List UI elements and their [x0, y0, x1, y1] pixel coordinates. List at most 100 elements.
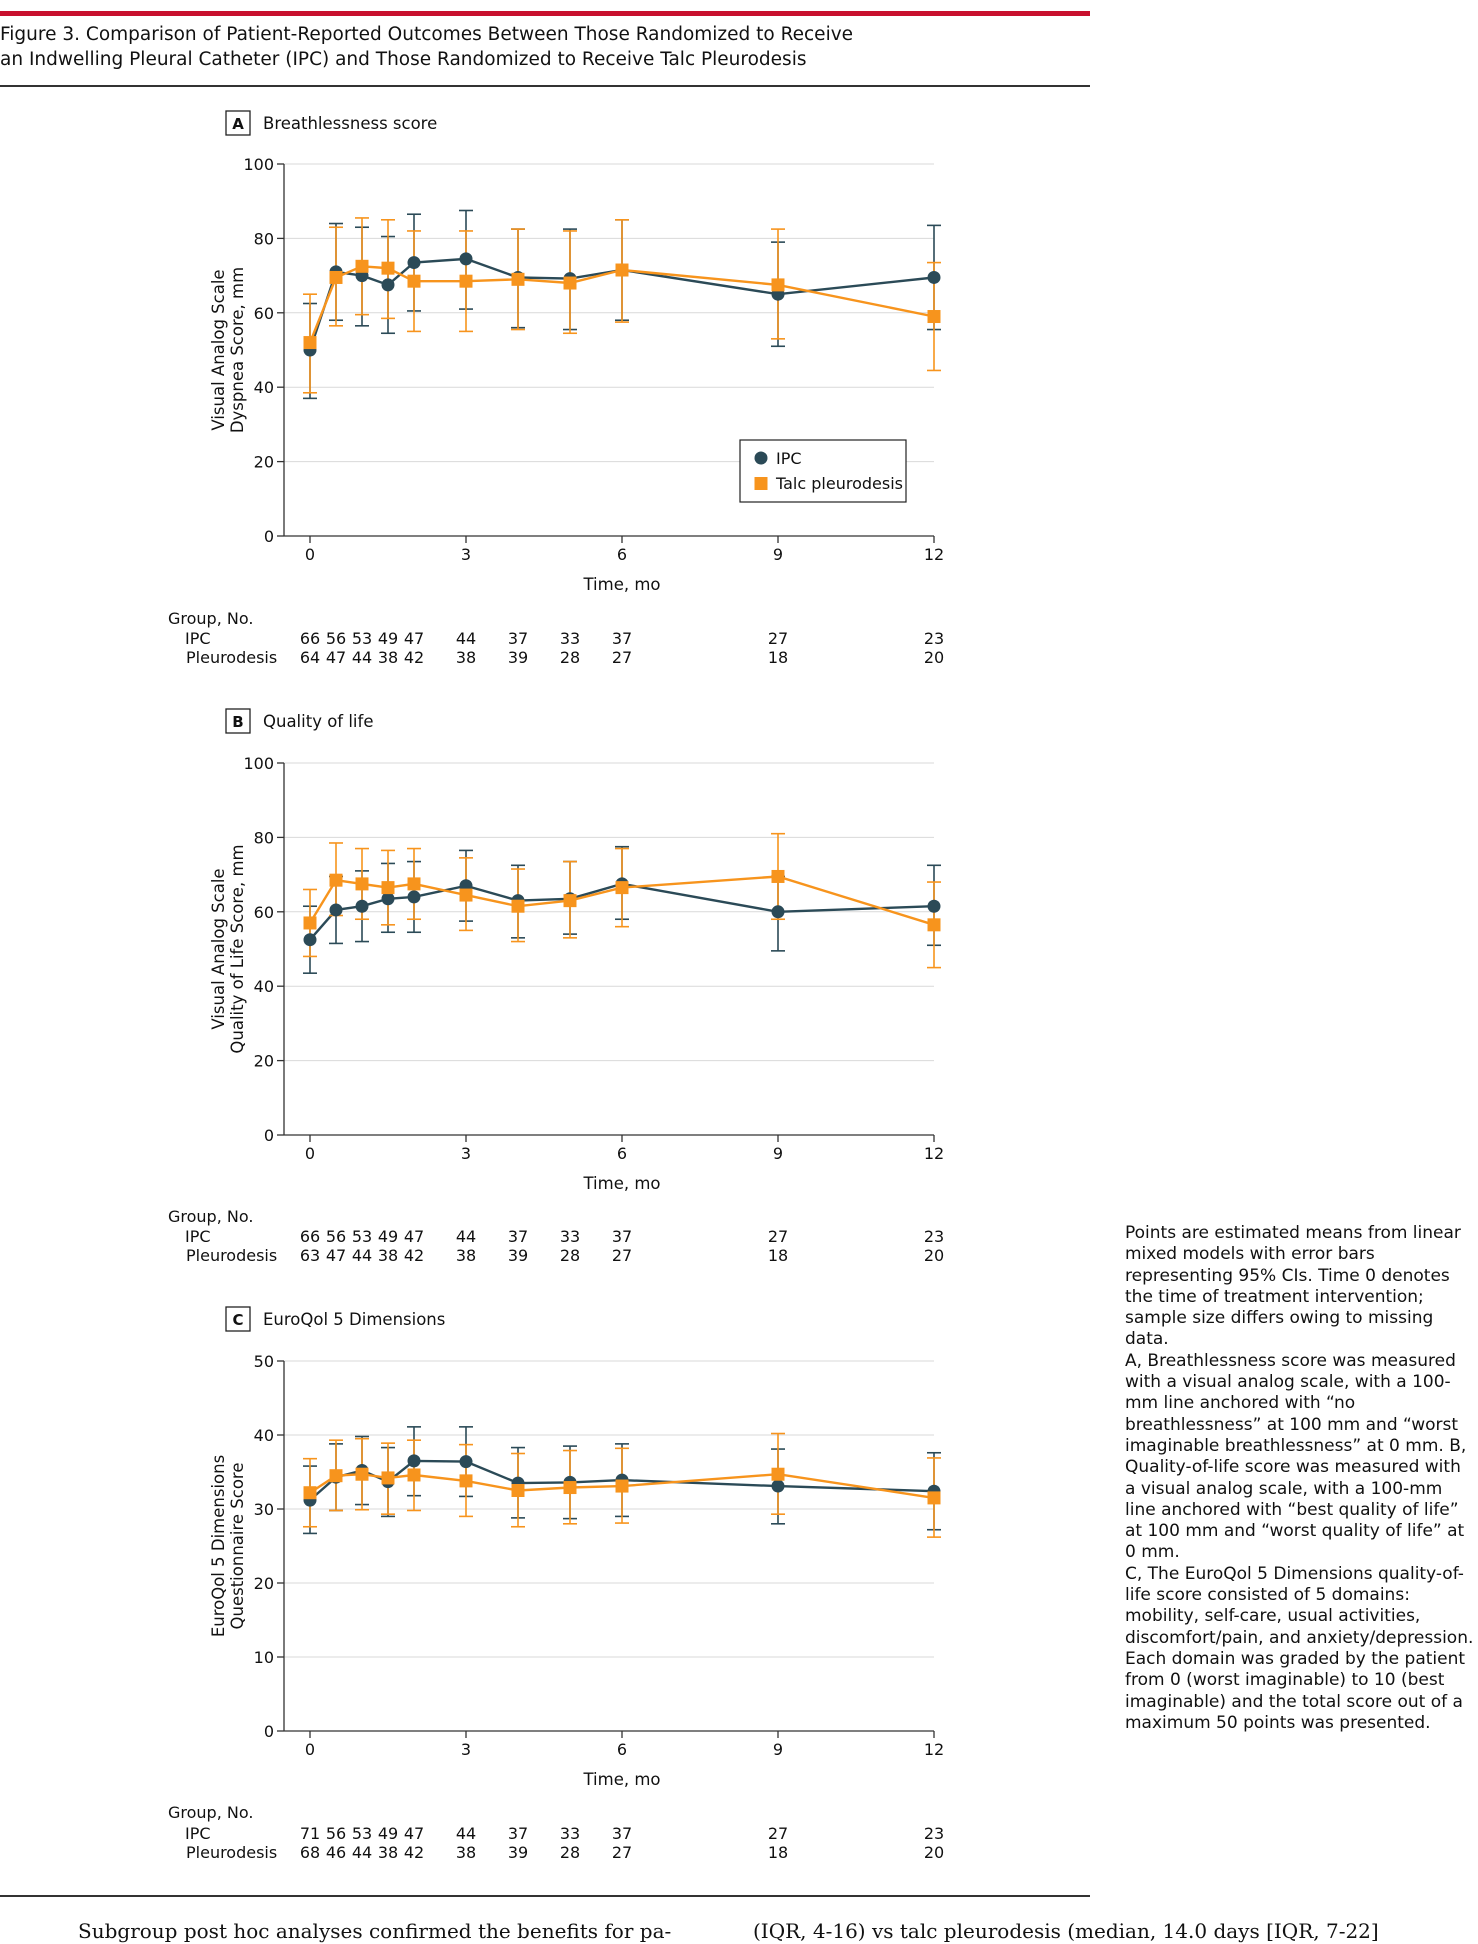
talc-point [381, 261, 395, 275]
risk-table-count: 23 [924, 629, 944, 648]
risk-table-count: 28 [560, 1843, 580, 1862]
body-text-right-column: (IQR, 4-16) vs talc pleurodesis (median,… [753, 1919, 1379, 1943]
ipc-point [355, 899, 369, 913]
y-tick-label: 80 [254, 229, 274, 248]
y-tick-label: 40 [254, 977, 274, 996]
risk-table-count: 37 [508, 629, 528, 648]
risk-table-count: 37 [508, 1227, 528, 1246]
risk-table-count: 27 [768, 629, 788, 648]
risk-table-count: 44 [456, 1227, 476, 1246]
risk-table-count: 33 [560, 1824, 580, 1843]
series-talc [303, 832, 941, 969]
risk-table-count: 18 [768, 648, 788, 667]
talc-point [615, 1479, 629, 1493]
x-axis-label: Time, mo [582, 1770, 660, 1789]
y-tick-label: 0 [264, 1126, 274, 1145]
risk-table-count: 53 [352, 1824, 372, 1843]
talc-point [329, 270, 343, 284]
talc-point [381, 1471, 395, 1485]
risk-table-count: 46 [326, 1843, 346, 1862]
risk-table-count: 20 [924, 1843, 944, 1862]
risk-table-count: 47 [404, 1227, 424, 1246]
talc-point [355, 259, 369, 273]
risk-table-row-label: Pleurodesis [186, 648, 277, 667]
risk-table-count: 44 [352, 1246, 372, 1265]
y-tick-label: 60 [254, 304, 274, 323]
risk-table-header: Group, No. [168, 1803, 253, 1822]
ipc-point [459, 252, 473, 266]
y-tick-label: 50 [254, 1352, 274, 1371]
figure-bottom-rule [0, 1895, 1090, 1897]
talc-point [303, 916, 317, 930]
ipc-point [381, 278, 395, 292]
risk-table-count: 44 [456, 1824, 476, 1843]
risk-table-count: 37 [612, 1227, 632, 1246]
talc-point [927, 310, 941, 324]
talc-point [563, 894, 577, 908]
panel-letter-box [225, 708, 251, 734]
risk-table-count: 38 [378, 1246, 398, 1265]
risk-table-count: 44 [352, 648, 372, 667]
y-axis-label-line: EuroQol 5 Dimensions [209, 1455, 228, 1637]
x-tick-label: 12 [924, 545, 944, 564]
risk-table-count: 33 [560, 629, 580, 648]
talc-point [615, 881, 629, 895]
y-tick-label: 20 [254, 1574, 274, 1593]
risk-table-count: 39 [508, 1843, 528, 1862]
risk-table-count: 37 [508, 1824, 528, 1843]
risk-table-row-label: Pleurodesis [186, 1843, 277, 1862]
risk-table-count: 27 [768, 1824, 788, 1843]
talc-point [771, 1467, 785, 1481]
risk-table-count: 27 [612, 1246, 632, 1265]
x-tick-label: 9 [773, 1144, 783, 1163]
ipc-point [407, 1454, 421, 1468]
x-tick-label: 0 [305, 1144, 315, 1163]
risk-table-count: 37 [612, 1824, 632, 1843]
caption-paragraph-1: Points are estimated means from linear m… [1125, 1223, 1461, 1350]
x-tick-label: 0 [305, 545, 315, 564]
risk-table-count: 20 [924, 648, 944, 667]
talc-point [771, 869, 785, 883]
risk-table-row-label: Pleurodesis [186, 1246, 277, 1265]
risk-table-count: 44 [456, 629, 476, 648]
talc-point [927, 918, 941, 932]
y-tick-label: 40 [254, 378, 274, 397]
talc-point [771, 278, 785, 292]
risk-table-count: 28 [560, 648, 580, 667]
risk-table-count: 49 [378, 1824, 398, 1843]
risk-table-count: 42 [404, 648, 424, 667]
risk-table-count: 66 [300, 629, 320, 648]
risk-table: Group, No.IPC 71 56 53 49 47 44 37 33 37 27 23Pleur… [168, 1803, 944, 1862]
ipc-point [303, 933, 317, 947]
talc-point [407, 1468, 421, 1482]
figure-title: Figure 3. Comparison of Patient-Reported… [0, 22, 1090, 72]
risk-table-count: 18 [768, 1843, 788, 1862]
x-tick-label: 9 [773, 1740, 783, 1759]
y-axis-label: Visual Analog ScaleDyspnea Score, mm [209, 267, 247, 433]
talc-point [355, 1467, 369, 1481]
panel-c: C EuroQol 5 Dimensions 0 10 20 30 40 50 0 3 6 9 12 Ti… [168, 1306, 944, 1862]
risk-table-count: 44 [352, 1843, 372, 1862]
y-tick-label: 80 [254, 828, 274, 847]
risk-table-count: 33 [560, 1227, 580, 1246]
y-axis-label: EuroQol 5 DimensionsQuestionnaire Score [209, 1455, 247, 1637]
panel-a: A Breathlessness score 0 20 40 60 80 100 0 3 6 9 12 T… [168, 110, 944, 667]
risk-table-count: 56 [326, 629, 346, 648]
risk-table-count: 37 [612, 629, 632, 648]
risk-table-count: 47 [326, 648, 346, 667]
talc-point [511, 1484, 525, 1497]
panel-title: EuroQol 5 Dimensions [263, 1310, 445, 1329]
y-tick-label: 100 [243, 754, 274, 773]
x-tick-label: 3 [461, 1144, 471, 1163]
y-axis-label-line: Questionnaire Score [228, 1463, 247, 1630]
talc-point [355, 877, 369, 891]
panel-letter-box [225, 1306, 251, 1332]
risk-table-count: 38 [456, 648, 476, 667]
risk-table-count: 66 [300, 1227, 320, 1246]
risk-table-count: 42 [404, 1246, 424, 1265]
risk-table-count: 68 [300, 1843, 320, 1862]
risk-table-row-label: IPC [185, 1227, 211, 1246]
talc-point [615, 263, 629, 277]
risk-table-header: Group, No. [168, 1207, 253, 1226]
